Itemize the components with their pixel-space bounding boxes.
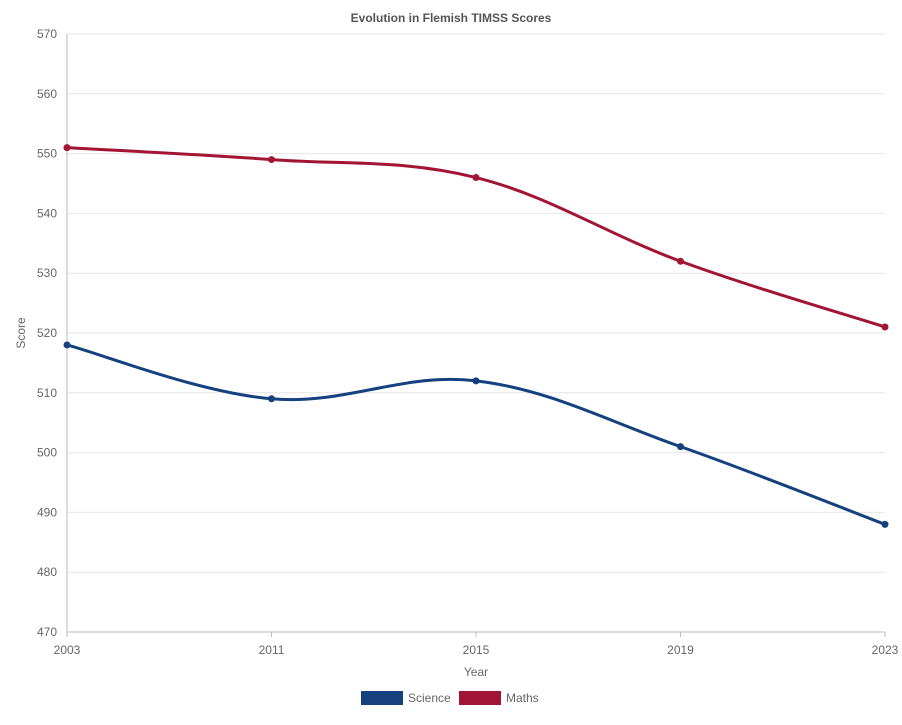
science-point-2015[interactable] <box>472 377 480 385</box>
y-tick-label: 550 <box>37 147 57 161</box>
legend-swatch-maths <box>459 691 501 705</box>
science-point-2003[interactable] <box>63 341 71 349</box>
series-science <box>63 341 889 528</box>
x-tick-label: 2011 <box>259 643 285 657</box>
maths-point-2019[interactable] <box>677 257 684 265</box>
x-tick-label: 2015 <box>463 643 490 657</box>
legend[interactable]: Science Maths <box>361 691 539 705</box>
axes: 470 480 490 500 510 520 530 540 550 560 570 2003 201… <box>37 27 899 657</box>
y-tick-label: 500 <box>37 446 57 460</box>
y-tick-label: 530 <box>37 266 57 280</box>
x-tick-label: 2019 <box>667 643 694 657</box>
maths-point-2011[interactable] <box>268 156 275 164</box>
series <box>63 144 889 528</box>
y-tick-label: 490 <box>37 505 57 519</box>
science-line <box>65 343 887 526</box>
y-tick-label: 570 <box>37 27 57 41</box>
y-tick-label: 510 <box>37 386 57 400</box>
y-tick-label: 540 <box>37 206 57 220</box>
maths-point-2023[interactable] <box>881 323 889 331</box>
x-axis-label: Year <box>464 665 488 679</box>
legend-item-maths[interactable]: Maths <box>459 691 539 705</box>
y-tick-label: 470 <box>37 625 57 639</box>
grid <box>67 33 885 633</box>
x-tick-label: 2023 <box>872 643 899 657</box>
legend-swatch-science <box>361 691 403 705</box>
series-maths <box>63 144 889 331</box>
science-point-2011[interactable] <box>268 395 275 403</box>
legend-label-science: Science <box>408 691 451 705</box>
legend-label-maths: Maths <box>506 691 539 705</box>
science-point-2019[interactable] <box>677 443 684 451</box>
y-tick-label: 560 <box>37 87 57 101</box>
legend-item-science[interactable]: Science <box>361 691 451 705</box>
y-tick-label: 480 <box>37 565 57 579</box>
maths-point-2015[interactable] <box>472 174 480 182</box>
science-point-2023[interactable] <box>881 520 889 528</box>
x-tick-label: 2003 <box>54 643 81 657</box>
y-tick-label: 520 <box>37 326 57 340</box>
maths-point-2003[interactable] <box>63 144 71 152</box>
y-axis-label: Score <box>14 317 28 349</box>
chart-title: Evolution in Flemish TIMSS Scores <box>351 11 552 25</box>
